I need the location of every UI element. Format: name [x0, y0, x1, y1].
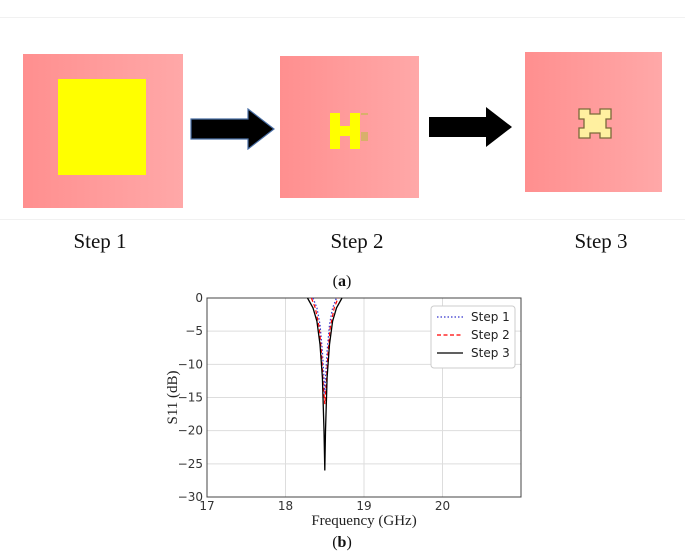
arrow-right-icon — [190, 108, 275, 150]
series-line-1 — [312, 297, 338, 395]
subfigure-b-label: (b) — [332, 534, 352, 551]
x-tick-label: 17 — [199, 499, 214, 513]
step1-substrate — [23, 54, 183, 208]
step2-h-patch — [330, 113, 368, 149]
step3-cross-patch — [578, 108, 612, 139]
top-divider — [0, 17, 685, 18]
legend-label-2: Step 2 — [471, 328, 510, 342]
step1-square-patch — [58, 79, 146, 175]
y-axis-title: S11 (dB) — [165, 370, 181, 424]
step2-label: Step 2 — [330, 229, 384, 253]
x-tick-label: 20 — [435, 499, 450, 513]
legend-label-1: Step 1 — [471, 310, 510, 324]
y-tick-label: −10 — [178, 357, 203, 371]
x-tick-label: 18 — [278, 499, 293, 513]
y-tick-label: −20 — [178, 424, 203, 438]
x-tick-label: 19 — [356, 499, 371, 513]
series-line-2 — [310, 297, 339, 405]
y-tick-label: −15 — [178, 391, 203, 405]
plot-frame — [206, 297, 522, 498]
y-tick-label: 0 — [195, 291, 203, 305]
step3-label: Step 3 — [574, 229, 628, 253]
arrow-right-icon — [429, 107, 512, 147]
y-tick-label: −25 — [178, 457, 203, 471]
legend-label-3: Step 3 — [471, 346, 510, 360]
x-axis-title: Frequency (GHz) — [311, 513, 416, 529]
mid-divider — [0, 219, 685, 220]
step2-substrate — [280, 56, 419, 198]
y-tick-label: −30 — [178, 490, 203, 504]
subfigure-a-label: (a) — [332, 273, 352, 290]
step1-label: Step 1 — [73, 229, 127, 253]
y-tick-label: −5 — [185, 324, 203, 338]
series-line-3 — [306, 297, 343, 471]
step3-substrate — [525, 52, 662, 192]
